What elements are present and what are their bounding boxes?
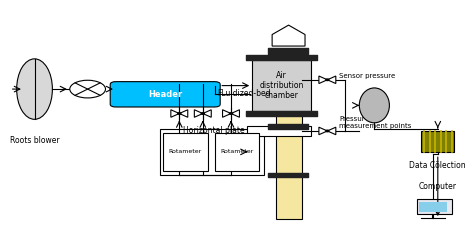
Bar xyxy=(276,52,301,219)
Polygon shape xyxy=(319,127,328,135)
Bar xyxy=(163,133,208,171)
Circle shape xyxy=(326,79,329,80)
Text: FLuidized-bed: FLuidized-bed xyxy=(218,89,271,98)
Text: Horizontal plate: Horizontal plate xyxy=(183,126,245,135)
Polygon shape xyxy=(319,76,328,84)
Circle shape xyxy=(178,113,181,114)
Circle shape xyxy=(229,113,233,114)
Circle shape xyxy=(326,130,329,132)
Text: Roots blower: Roots blower xyxy=(10,136,59,145)
Text: Header: Header xyxy=(148,90,182,99)
Circle shape xyxy=(70,80,106,98)
Text: Data Cölection: Data Cölection xyxy=(410,161,466,170)
Bar xyxy=(419,202,447,212)
Text: Rotameter: Rotameter xyxy=(169,149,202,154)
Polygon shape xyxy=(171,110,179,117)
Polygon shape xyxy=(179,110,188,117)
Ellipse shape xyxy=(17,59,53,119)
Polygon shape xyxy=(203,110,211,117)
Text: Rotameter: Rotameter xyxy=(220,149,254,154)
Bar xyxy=(161,129,264,175)
Polygon shape xyxy=(194,110,203,117)
Polygon shape xyxy=(272,25,305,46)
Text: Computer: Computer xyxy=(419,183,457,191)
Bar xyxy=(417,199,452,214)
Ellipse shape xyxy=(359,88,390,123)
FancyBboxPatch shape xyxy=(110,82,220,107)
Text: Air
distribution
chamber: Air distribution chamber xyxy=(259,71,304,100)
Bar xyxy=(247,126,311,136)
Bar xyxy=(421,131,454,152)
Text: Sensor pressure: Sensor pressure xyxy=(339,73,395,79)
Circle shape xyxy=(201,113,204,114)
Polygon shape xyxy=(222,110,231,117)
Bar xyxy=(252,60,311,111)
Polygon shape xyxy=(231,110,239,117)
Text: Pressur
measurement points: Pressur measurement points xyxy=(339,116,411,129)
Bar xyxy=(215,133,259,171)
Polygon shape xyxy=(328,76,336,84)
Polygon shape xyxy=(328,127,336,135)
